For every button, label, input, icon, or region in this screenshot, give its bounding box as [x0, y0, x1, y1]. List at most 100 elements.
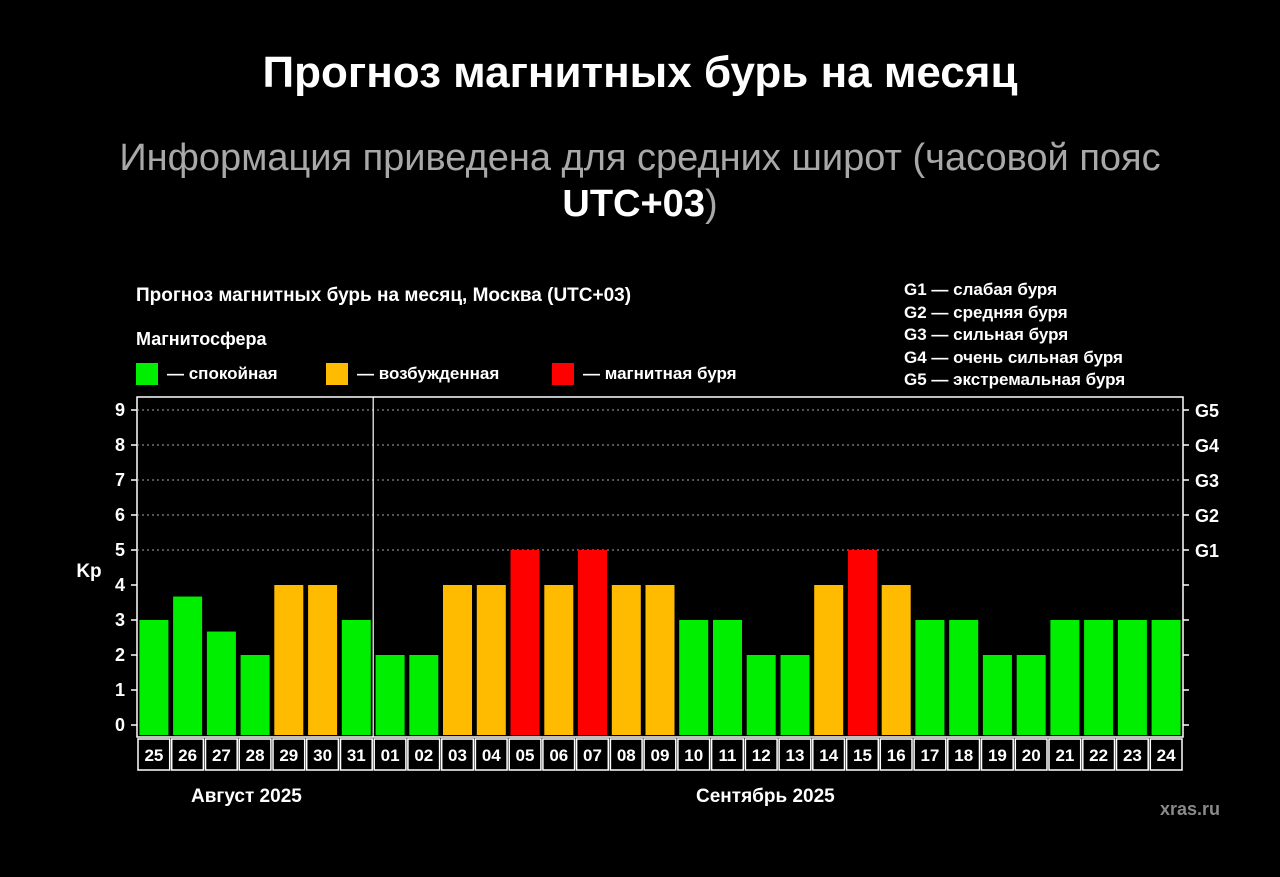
- date-cell: [204, 738, 238, 771]
- legend-swatch-storm: [552, 363, 574, 385]
- date-cell: [609, 738, 643, 771]
- bar: [1050, 620, 1080, 735]
- x-tick-label: 13: [786, 746, 805, 765]
- date-cell: [744, 738, 778, 771]
- x-tick-label: 05: [516, 746, 535, 765]
- x-tick-label: 10: [684, 746, 703, 765]
- bar: [1084, 620, 1114, 735]
- x-tick-label: 09: [651, 746, 670, 765]
- x-tick-label: 08: [617, 746, 636, 765]
- y-tick-label: 3: [115, 610, 125, 630]
- subtitle-utc: UTC+03: [562, 183, 705, 225]
- date-cell: [272, 738, 306, 771]
- bar: [578, 550, 607, 735]
- x-tick-label: 30: [313, 746, 332, 765]
- y-axis-label: Kp: [76, 561, 101, 582]
- y-tick-label: 5: [115, 540, 125, 560]
- date-cell: [508, 738, 542, 771]
- legend-label-active: — возбужденная: [357, 364, 500, 383]
- bar: [341, 620, 371, 735]
- date-cell: [643, 738, 677, 771]
- y-tick-label: 4: [115, 575, 125, 595]
- date-cell: [1014, 738, 1048, 771]
- plot-frame: [136, 396, 1184, 738]
- g-legend-g5: G5 — экстремальная буря: [904, 370, 1126, 389]
- x-tick-label: 21: [1055, 746, 1074, 765]
- bar: [139, 620, 169, 735]
- bar: [308, 585, 338, 735]
- right-axis-label: G2: [1195, 506, 1219, 526]
- g-scale-legend: G1 — слабая буря G2 — средняя буря G3 — …: [904, 279, 1125, 392]
- y-tick-label: 7: [115, 470, 125, 490]
- bar: [982, 655, 1012, 735]
- x-tick-label: 02: [414, 746, 433, 765]
- legend-label-storm: — магнитная буря: [583, 364, 737, 383]
- month-label-august: Август 2025: [191, 786, 302, 807]
- x-tick-label: 27: [212, 746, 231, 765]
- bar: [1151, 620, 1181, 735]
- bar: [780, 655, 810, 735]
- legend-item-quiet: — спокойная: [136, 363, 278, 385]
- right-axis-label: G5: [1195, 401, 1219, 421]
- date-cell: [373, 738, 407, 771]
- chart-title: Прогноз магнитных бурь на месяц, Москва …: [136, 285, 632, 306]
- bar: [915, 620, 945, 735]
- bar: [881, 585, 911, 735]
- g-legend-g2: G2 — средняя буря: [904, 302, 1068, 322]
- date-cell: [778, 738, 812, 771]
- g-legend-g3: G3 — сильная буря: [904, 325, 1069, 344]
- bar: [173, 596, 203, 735]
- date-cell: [305, 738, 340, 771]
- x-tick-label: 15: [853, 746, 872, 765]
- bar: [443, 585, 472, 735]
- legend-item-active: — возбужденная: [326, 363, 499, 385]
- date-cell: [542, 738, 576, 771]
- date-cell: [980, 738, 1014, 771]
- x-tick-label: 24: [1157, 746, 1176, 765]
- g-legend-g4: G4 — очень сильная буря: [904, 347, 1123, 367]
- g-legend-g1: G1 — слабая буря: [904, 280, 1058, 299]
- bar: [814, 585, 844, 735]
- bar: [713, 620, 742, 735]
- bar: [510, 550, 540, 735]
- bar: [240, 655, 270, 735]
- y-tick-label: 8: [115, 435, 125, 455]
- bar: [949, 620, 979, 735]
- x-tick-label: 03: [448, 746, 467, 765]
- date-cell: [812, 738, 846, 771]
- bar: [1117, 620, 1147, 735]
- date-cell: [170, 738, 205, 771]
- x-tick-label: 12: [752, 746, 771, 765]
- right-axis-label: G1: [1195, 541, 1219, 561]
- date-cell: [710, 738, 745, 771]
- date-cell: [845, 738, 880, 771]
- bar: [746, 655, 776, 735]
- x-tick-label: 11: [719, 746, 737, 765]
- x-tick-label: 07: [583, 746, 602, 765]
- date-cell: [1149, 738, 1183, 771]
- y-tick-label: 2: [115, 645, 125, 665]
- watermark: xras.ru: [1160, 799, 1221, 819]
- x-tick-label: 04: [482, 746, 501, 765]
- bar: [476, 585, 506, 735]
- date-cell: [575, 738, 610, 771]
- x-tick-label: 26: [178, 746, 197, 765]
- date-cell: [137, 738, 171, 771]
- legend-label-quiet: — спокойная: [167, 364, 278, 383]
- bar: [206, 631, 236, 735]
- date-cell: [1082, 738, 1116, 771]
- date-cell: [440, 738, 475, 771]
- x-tick-label: 17: [920, 746, 939, 765]
- bar: [544, 585, 574, 735]
- date-cell: [1115, 738, 1149, 771]
- x-tick-label: 19: [988, 746, 1007, 765]
- x-tick-label: 20: [1022, 746, 1041, 765]
- x-tick-label: 16: [887, 746, 906, 765]
- bar: [375, 655, 405, 735]
- date-cell: [339, 738, 373, 771]
- x-tick-label: 23: [1123, 746, 1142, 765]
- subtitle-close: ): [704, 183, 718, 225]
- right-axis-label: G4: [1195, 436, 1219, 456]
- legend-item-storm: — магнитная буря: [552, 363, 737, 385]
- y-tick-label: 9: [115, 400, 125, 420]
